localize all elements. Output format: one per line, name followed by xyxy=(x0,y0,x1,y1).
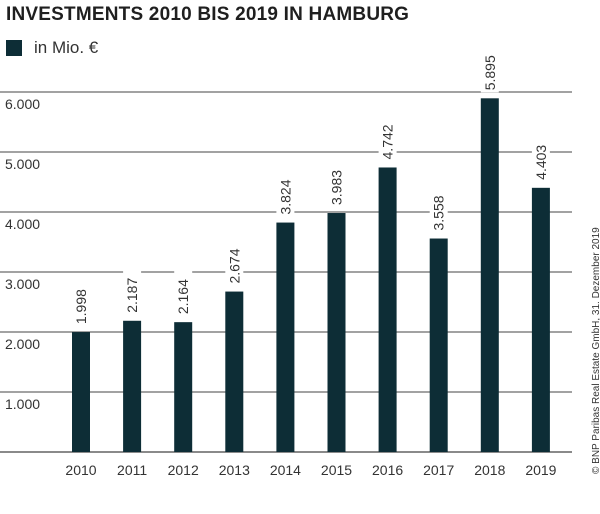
y-tick-label: 1.000 xyxy=(5,396,40,412)
x-tick-label: 2017 xyxy=(423,462,454,478)
x-tick-label: 2014 xyxy=(270,462,301,478)
value-label: 4.742 xyxy=(380,124,396,159)
y-tick-label: 3.000 xyxy=(5,276,40,292)
y-tick-label: 2.000 xyxy=(5,336,40,352)
value-label: 3.558 xyxy=(431,195,447,230)
legend-swatch xyxy=(6,40,22,56)
value-label: 2.187 xyxy=(124,278,140,313)
x-tick-label: 2012 xyxy=(168,462,199,478)
x-tick-label: 2016 xyxy=(372,462,403,478)
value-label-background xyxy=(531,135,550,182)
value-label: 2.164 xyxy=(175,279,191,314)
bar xyxy=(327,213,346,452)
value-label: 2.674 xyxy=(226,248,242,283)
x-tick-label: 2013 xyxy=(219,462,250,478)
x-tick-label: 2019 xyxy=(525,462,556,478)
bar xyxy=(531,187,550,452)
x-tick-label: 2010 xyxy=(65,462,96,478)
bar xyxy=(174,322,193,452)
x-tick-label: 2015 xyxy=(321,462,352,478)
bar xyxy=(123,320,142,452)
x-tick-label: 2018 xyxy=(474,462,505,478)
bar xyxy=(225,291,244,452)
copyright-credit: © BNP Paribas Real Estate GmbH, 31. Deze… xyxy=(591,227,600,474)
value-label: 3.824 xyxy=(277,179,293,214)
y-tick-label: 6.000 xyxy=(5,96,40,112)
x-tick-label: 2011 xyxy=(117,462,147,478)
value-label: 1.998 xyxy=(73,289,89,324)
value-label: 3.983 xyxy=(329,170,345,205)
chart-title: INVESTMENTS 2010 BIS 2019 IN HAMBURG xyxy=(6,4,410,25)
legend-label: in Mio. € xyxy=(34,38,99,57)
y-tick-label: 4.000 xyxy=(5,216,40,232)
value-label: 5.895 xyxy=(482,55,498,90)
legend: in Mio. € xyxy=(6,38,98,58)
value-label: 4.403 xyxy=(533,145,549,180)
value-label-background xyxy=(480,46,499,93)
value-label-background xyxy=(276,170,295,217)
value-label-background xyxy=(174,270,193,317)
bar xyxy=(72,332,90,452)
bar xyxy=(378,167,397,453)
value-label-background xyxy=(378,115,397,162)
value-label-background xyxy=(123,268,142,315)
value-label-background xyxy=(72,280,90,327)
bar xyxy=(276,222,295,452)
value-label-background xyxy=(429,186,448,233)
value-label-background xyxy=(225,239,244,286)
value-label-background xyxy=(327,161,346,208)
y-tick-label: 5.000 xyxy=(5,156,40,172)
bar xyxy=(480,98,499,453)
bar xyxy=(429,238,448,452)
